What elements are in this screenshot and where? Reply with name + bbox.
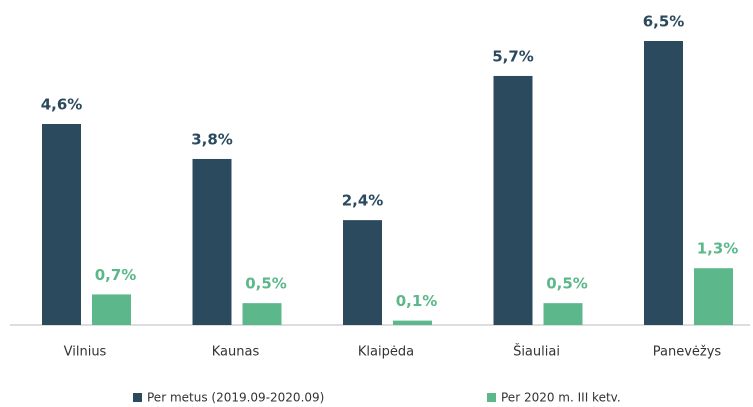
x-tick-label: Panevėžys: [653, 345, 722, 360]
value-label: 6,5%: [643, 13, 685, 31]
bar: [42, 124, 81, 325]
value-label: 3,8%: [191, 130, 233, 148]
legend-swatch: [133, 393, 142, 402]
value-label: 2,4%: [342, 192, 384, 210]
x-tick-label: Vilnius: [64, 345, 107, 360]
x-tick-label: Kaunas: [212, 345, 260, 360]
x-tick-label: Klaipėda: [358, 345, 414, 360]
bar: [92, 294, 131, 325]
value-label: 1,3%: [697, 240, 739, 258]
value-label: 0,1%: [396, 292, 438, 310]
bar: [393, 320, 432, 325]
value-label: 4,6%: [41, 96, 83, 114]
value-label: 5,7%: [492, 47, 534, 65]
value-label: 0,7%: [95, 266, 137, 284]
bar: [493, 75, 533, 325]
bar: [242, 303, 282, 325]
value-label: 0,5%: [245, 275, 287, 293]
bar: [192, 158, 232, 325]
bar: [694, 268, 733, 325]
legend-label: Per 2020 m. III ketv.: [501, 391, 621, 405]
bar: [644, 41, 683, 325]
value-label: 0,5%: [546, 275, 588, 293]
legend-swatch: [487, 393, 496, 402]
bar: [543, 303, 583, 325]
legend-label: Per metus (2019.09-2020.09): [147, 391, 324, 405]
bar: [343, 220, 382, 325]
x-tick-label: Šiauliai: [513, 344, 560, 360]
